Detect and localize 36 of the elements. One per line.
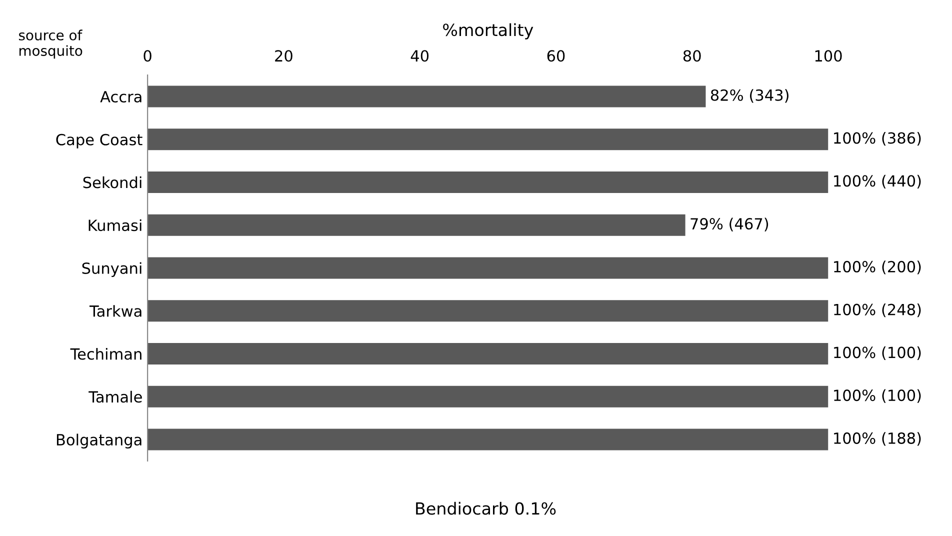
y-tick-label: Techiman — [70, 348, 142, 360]
bar — [148, 86, 706, 108]
text: Bendiocarb 0.1% — [416, 502, 556, 515]
bar — [148, 386, 828, 408]
bar — [148, 128, 828, 150]
data-label: 82% (343) — [710, 89, 788, 103]
x-tick-label: 80 — [683, 50, 701, 62]
data-label: 79% (467) — [690, 218, 768, 232]
y-tick-label: Tamale — [88, 390, 142, 403]
x-tick-label: 100 — [815, 50, 842, 62]
y-tick-label: Cape Coast — [56, 134, 142, 148]
y-axis-title: source of mosquito — [18, 30, 82, 59]
bar — [148, 300, 828, 322]
bar — [148, 214, 686, 236]
x-tick-label: 40 — [410, 50, 429, 62]
y-tick-label: Tarkwa — [89, 305, 142, 317]
data-label: 100% (248) — [834, 304, 921, 318]
bar — [148, 172, 828, 193]
data-label: 100% (100) — [834, 346, 921, 360]
x-axis-title: %mortality — [443, 23, 534, 40]
bar — [148, 428, 828, 450]
x-tick-label: 60 — [547, 50, 565, 62]
x-tick-label: 0 — [144, 50, 152, 62]
bar — [148, 257, 828, 279]
data-label: 100% (440) — [834, 174, 921, 188]
data-label: 100% (386) — [834, 132, 921, 146]
x-tick-label: 20 — [275, 50, 292, 62]
data-label: 100% (200) — [834, 260, 921, 274]
y-tick-label: Bolgatanga — [56, 434, 142, 448]
data-label: 100% (100) — [834, 389, 921, 403]
bar — [148, 343, 828, 364]
data-label: 100% (188) — [834, 432, 921, 446]
y-tick-label: Sunyani — [82, 262, 142, 277]
y-tick-label: Kumasi — [88, 219, 142, 232]
y-tick-label: Sekondi — [83, 176, 142, 188]
y-tick-label: Accra — [100, 91, 142, 102]
